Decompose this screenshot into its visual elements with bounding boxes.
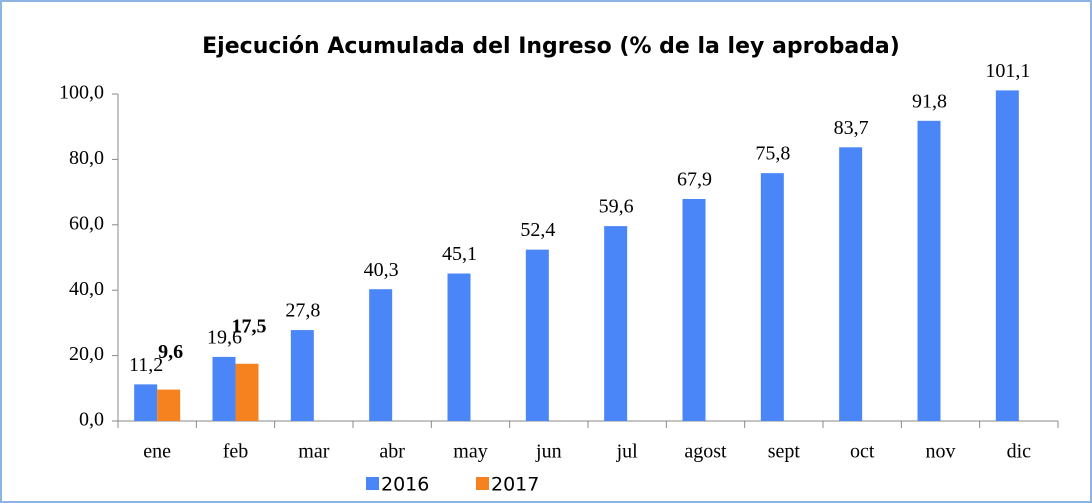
value-label: 19,6 bbox=[207, 327, 242, 349]
bar bbox=[157, 389, 181, 421]
y-tick-label: 20,0 bbox=[69, 343, 104, 365]
x-tick-label: jun bbox=[535, 441, 562, 463]
value-label: 101,1 bbox=[985, 60, 1030, 82]
legend-label: 2016 bbox=[381, 474, 429, 496]
legend-label: 2017 bbox=[491, 474, 539, 496]
y-tick-label: 0,0 bbox=[79, 409, 104, 431]
bar bbox=[235, 363, 259, 421]
legend-swatch bbox=[476, 477, 489, 490]
value-label: 27,8 bbox=[285, 300, 320, 322]
bar bbox=[134, 384, 158, 421]
value-label: 52,4 bbox=[520, 219, 555, 241]
bar bbox=[369, 289, 393, 421]
bar bbox=[682, 198, 706, 421]
value-label: 59,6 bbox=[599, 196, 634, 218]
legend-swatch bbox=[366, 477, 379, 490]
value-label: 45,1 bbox=[442, 243, 477, 265]
bar bbox=[525, 249, 549, 421]
y-tick-label: 100,0 bbox=[59, 82, 104, 104]
y-tick-label: 80,0 bbox=[69, 147, 104, 169]
value-label: 67,9 bbox=[677, 169, 712, 191]
x-tick-label: oct bbox=[850, 441, 875, 463]
value-label: 40,3 bbox=[364, 259, 399, 281]
bar bbox=[995, 90, 1019, 421]
bar bbox=[290, 330, 314, 421]
x-tick-label: sept bbox=[768, 441, 801, 463]
bar bbox=[604, 226, 628, 421]
x-tick-label: mar bbox=[298, 441, 329, 463]
bar bbox=[760, 173, 784, 421]
value-label: 11,2 bbox=[129, 354, 163, 376]
x-tick-label: feb bbox=[223, 441, 249, 463]
value-label: 9,6 bbox=[158, 341, 183, 363]
value-label: 75,8 bbox=[755, 143, 790, 165]
value-label: 91,8 bbox=[912, 90, 947, 112]
bar bbox=[917, 120, 941, 422]
value-label: 83,7 bbox=[834, 117, 869, 139]
bar bbox=[212, 356, 236, 421]
y-tick-label: 60,0 bbox=[69, 212, 104, 234]
y-tick-label: 40,0 bbox=[69, 278, 104, 300]
x-tick-label: jul bbox=[616, 441, 639, 463]
x-tick-label: agost bbox=[684, 441, 727, 463]
x-tick-label: ene bbox=[143, 441, 171, 463]
x-tick-label: may bbox=[453, 441, 487, 463]
x-tick-label: dic bbox=[1007, 441, 1032, 463]
x-tick-label: abr bbox=[379, 441, 405, 463]
x-tick-label: nov bbox=[926, 441, 956, 463]
bar bbox=[447, 273, 471, 421]
chart-title: Ejecución Acumulada del Ingreso (% de la… bbox=[202, 34, 900, 59]
bar bbox=[839, 147, 863, 421]
value-label: 17,5 bbox=[232, 315, 267, 337]
